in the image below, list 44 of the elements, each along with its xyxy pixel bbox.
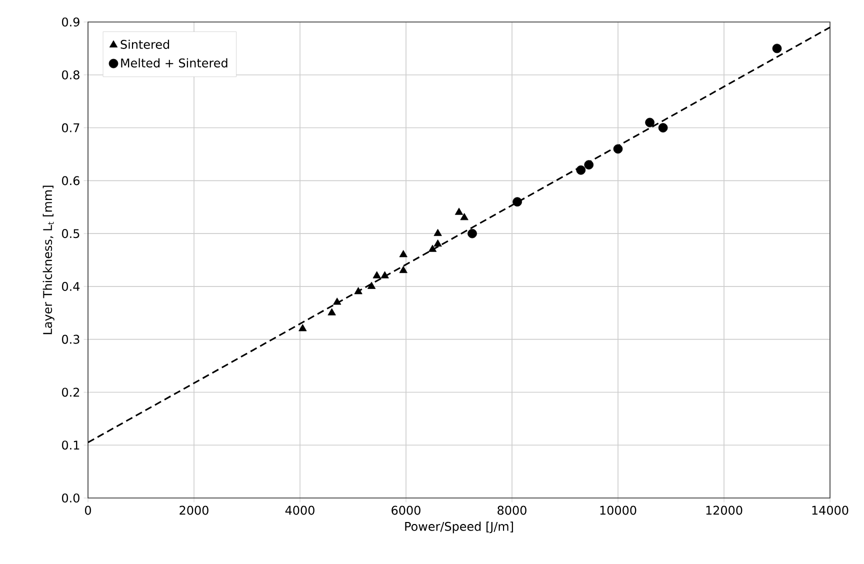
point [354,287,362,294]
point [645,118,654,128]
point [454,208,464,215]
point [772,44,782,54]
point [512,197,522,207]
point [399,250,408,258]
legend-label: Melted + Sintered [121,58,228,68]
point [468,228,477,238]
point [372,271,381,278]
x-tick-label: 0 [84,506,92,515]
y-tick-label: 0.0 [62,493,80,503]
point [328,308,336,316]
x-tick-label: 2000 [180,506,208,515]
y-tick-label: 0.5 [62,229,80,238]
y-tick-label: 0.4 [62,282,80,291]
x-axis-title: Power/Speed [J/m] [405,522,513,534]
point [399,266,408,274]
y-axis-title: Layer Thickness, L$_{t}$ [mm] [42,186,54,334]
x-tick-label: 12000 [706,506,742,515]
x-tick-label: 6000 [392,506,420,515]
point [576,165,586,175]
x-tick-label: 10000 [600,506,636,515]
y-tick-label: 0.6 [62,176,80,186]
point [428,244,437,252]
point [613,144,623,154]
y-tick-label: 0.1 [62,440,80,450]
point [380,271,389,278]
y-tick-label: 0.8 [62,70,80,80]
point [434,239,442,247]
point [584,160,594,170]
x-tick-label: 14000 [812,506,848,515]
point [333,298,342,305]
point [658,123,668,132]
point [460,213,468,220]
point [434,228,442,236]
x-tick-label: 4000 [285,506,314,515]
y-tick-label: 0.9 [62,17,80,27]
y-tick-label: 0.2 [62,388,80,397]
legend-label: Sintered [120,40,170,49]
y-tick-label: 0.7 [62,123,80,132]
y-tick-label: 0.3 [62,334,80,344]
x-tick-label: 8000 [498,506,526,515]
point [298,324,307,332]
point [367,282,376,289]
